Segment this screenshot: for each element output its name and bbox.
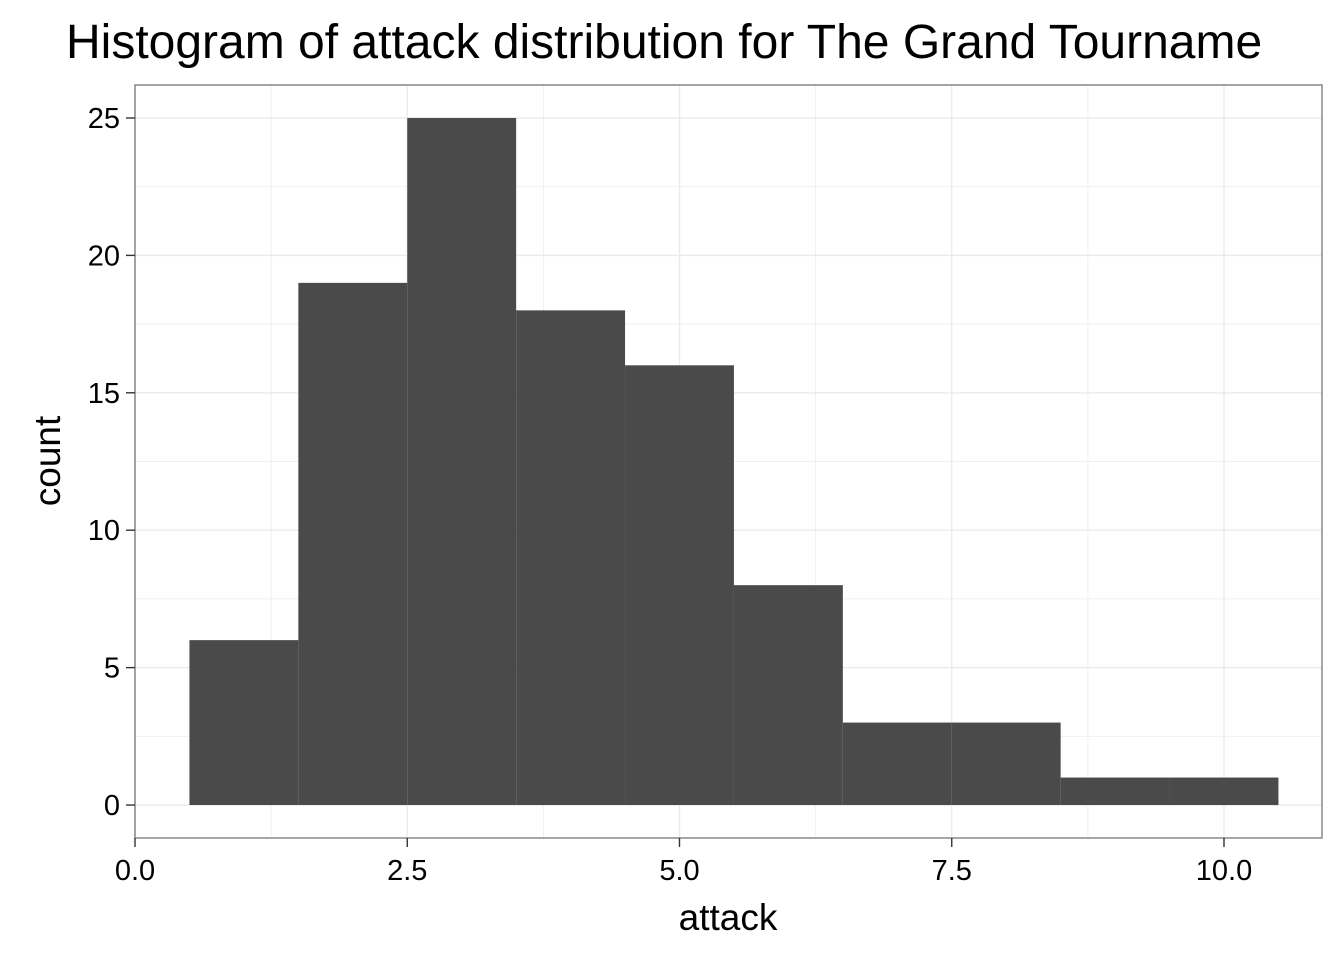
y-tick-label: 0 <box>104 790 120 822</box>
x-tick-label: 7.5 <box>932 855 972 887</box>
histogram-bars <box>189 117 1279 806</box>
y-tick-label: 10 <box>88 515 120 547</box>
histogram-bar <box>1060 777 1170 806</box>
y-tick-label: 25 <box>88 103 120 135</box>
x-tick-label: 5.0 <box>659 855 699 887</box>
histogram-bar <box>625 365 734 806</box>
y-tick-label: 15 <box>88 378 120 410</box>
panel-border <box>134 84 1323 839</box>
y-axis-title: count <box>27 415 68 506</box>
x-tick-label: 10.0 <box>1196 855 1252 887</box>
histogram-bar <box>298 282 408 806</box>
y-axis: 0 5 10 15 20 25 <box>88 103 135 822</box>
x-axis-title: attack <box>679 897 778 938</box>
histogram-bar <box>189 640 299 806</box>
histogram-bar <box>951 722 1061 806</box>
histogram-bar <box>842 722 952 806</box>
y-tick-label: 20 <box>88 240 120 272</box>
x-axis: 0.0 2.5 5.0 7.5 10.0 <box>115 838 1252 887</box>
histogram-bar <box>407 117 517 806</box>
histogram-bar <box>1169 777 1279 806</box>
chart-title: Histogram of attack distribution for The… <box>66 16 1262 69</box>
histogram-bar <box>516 310 626 806</box>
x-tick-label: 0.0 <box>115 855 155 887</box>
plot-panel <box>134 84 1323 839</box>
x-tick-label: 2.5 <box>387 855 427 887</box>
histogram-bar <box>733 585 843 806</box>
y-tick-label: 5 <box>104 653 120 685</box>
